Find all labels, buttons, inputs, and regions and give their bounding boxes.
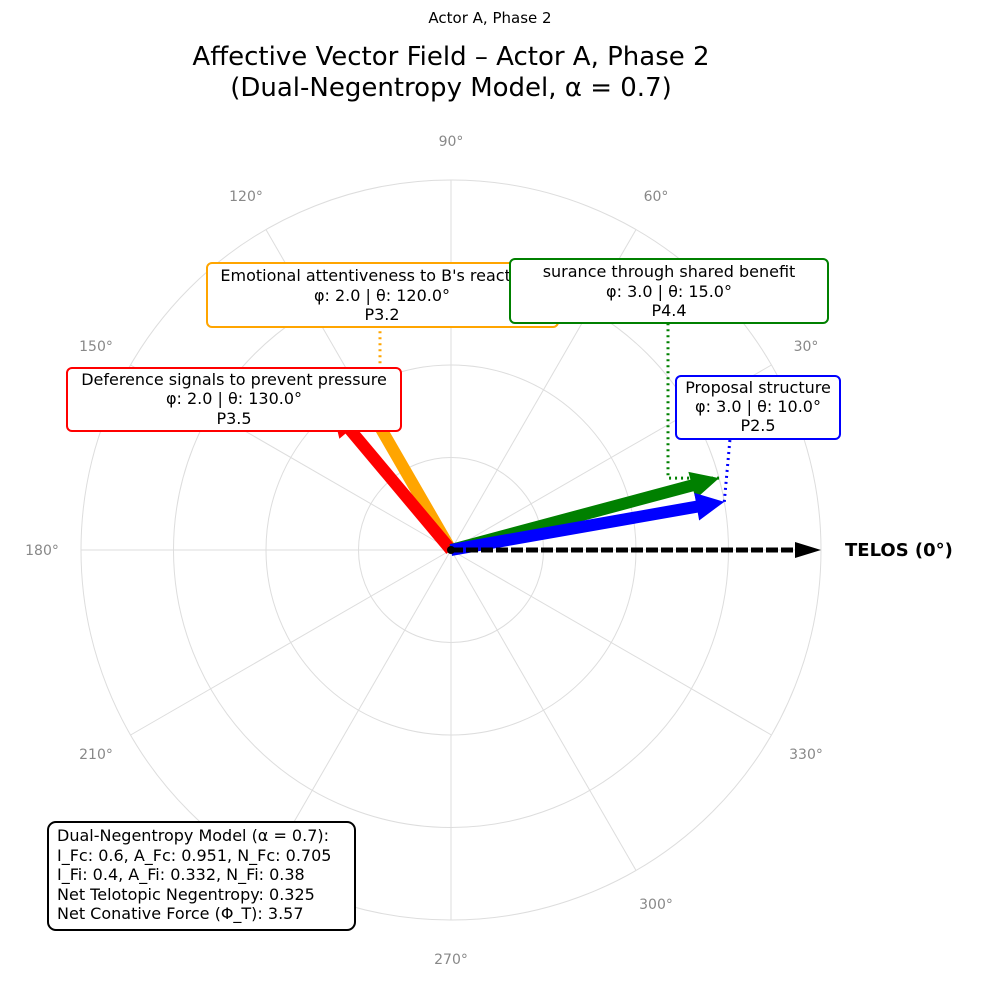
vector-arrow-P2.5 <box>449 492 725 556</box>
grid-spoke <box>130 549 452 736</box>
vector-arrow-P3.5 <box>332 408 456 554</box>
grid-spoke <box>265 549 452 871</box>
annotation-p3-5-id: P3.5 <box>216 409 251 428</box>
tick-label-150: 150° <box>79 339 113 355</box>
annotation-box-p2-5: Proposal structure φ: 3.0 | θ: 10.0° P2.… <box>675 375 841 440</box>
tick-label-60: 60° <box>644 189 669 205</box>
tick-label-210: 210° <box>79 747 113 763</box>
tick-label-300: 300° <box>639 897 673 913</box>
metrics-line5: Net Conative Force (Φ_T): 3.57 <box>57 904 304 924</box>
annotation-p3-2-values: φ: 2.0 | θ: 120.0° <box>314 286 450 305</box>
annotation-box-p3-2: Emotional attentiveness to B's reactions… <box>206 262 559 328</box>
chart-title-line2: (Dual-Negentropy Model, α = 0.7) <box>230 73 672 103</box>
tick-label-30: 30° <box>794 339 819 355</box>
annotation-p3-5-label: Deference signals to prevent pressure <box>81 370 387 389</box>
annotation-p4-4-label: surance through shared benefit <box>543 262 796 281</box>
tick-label-330: 330° <box>789 747 823 763</box>
annotation-p2-5-id: P2.5 <box>740 416 775 435</box>
annotation-p2-5-values: φ: 3.0 | θ: 10.0° <box>695 397 821 416</box>
annotation-p4-4-values: φ: 3.0 | θ: 15.0° <box>606 282 732 301</box>
metrics-line2: I_Fc: 0.6, A_Fc: 0.951, N_Fc: 0.705 <box>57 846 331 866</box>
metrics-line4: Net Telotopic Negentropy: 0.325 <box>57 885 315 904</box>
annotation-p3-2-id: P3.2 <box>364 305 399 324</box>
grid-spoke <box>450 549 772 736</box>
metrics-line3: I_Fi: 0.4, A_Fi: 0.332, N_Fi: 0.38 <box>57 865 305 885</box>
annotation-box-p3-5: Deference signals to prevent pressure φ:… <box>66 367 402 432</box>
annotation-p2-5-label: Proposal structure <box>685 378 831 397</box>
grid-spoke <box>450 549 637 871</box>
connector-P2.5 <box>722 438 732 502</box>
chart-title-line1: Affective Vector Field – Actor A, Phase … <box>192 42 709 72</box>
vector-arrows <box>332 389 821 558</box>
metrics-box: Dual-Negentropy Model (α = 0.7): I_Fc: 0… <box>47 821 356 931</box>
telos-label: TELOS (0°) <box>845 540 953 561</box>
tick-label-90: 90° <box>439 134 464 150</box>
annotation-p3-5-values: φ: 2.0 | θ: 130.0° <box>166 389 302 408</box>
tick-label-270: 270° <box>434 952 468 968</box>
tick-label-180: 180° <box>25 543 59 559</box>
telos-arrow-head <box>795 542 821 558</box>
annotation-p4-4-id: P4.4 <box>651 301 686 320</box>
suptitle: Actor A, Phase 2 <box>428 9 551 27</box>
tick-label-120: 120° <box>229 189 263 205</box>
origin-point <box>447 546 455 554</box>
metrics-line1: Dual-Negentropy Model (α = 0.7): <box>57 826 329 845</box>
angle-tick-labels: 90° 120° 150° 180° 210° 270° 300° 330° 6… <box>25 134 823 968</box>
annotation-p3-2-label: Emotional attentiveness to B's reactions <box>220 266 543 285</box>
annotation-box-p4-4: surance through shared benefit φ: 3.0 | … <box>509 258 829 324</box>
